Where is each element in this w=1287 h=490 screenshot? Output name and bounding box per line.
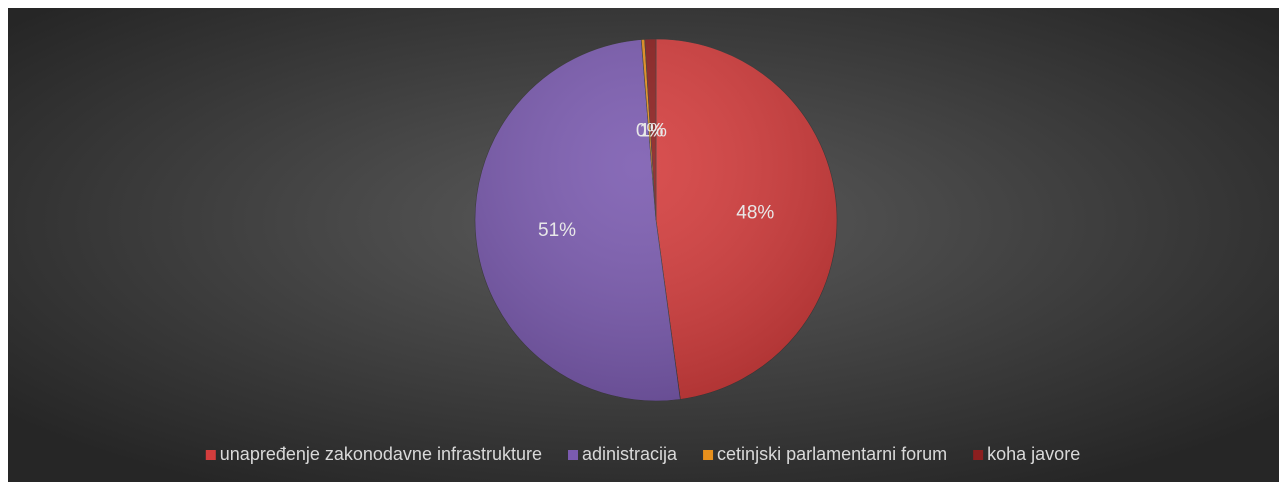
data-label: 48% xyxy=(736,202,774,223)
legend-label: adinistracija xyxy=(582,444,678,464)
legend-swatch xyxy=(205,450,216,460)
pie xyxy=(474,38,838,402)
legend-swatch xyxy=(703,450,714,460)
legend-label: unapređenje zakonodavne infrastrukture xyxy=(220,444,542,464)
legend-swatch xyxy=(568,450,579,460)
data-label: 0% xyxy=(636,121,664,142)
data-label: 51% xyxy=(538,220,576,241)
legend-label: cetinjski parlamentarni forum xyxy=(717,444,947,464)
data-labels: 48% 51% 0%1% xyxy=(538,120,774,240)
legend-swatch xyxy=(973,450,984,460)
legend: unapređenje zakonodavne infrastrukture ad… xyxy=(205,444,1080,464)
legend-label: koha javore xyxy=(987,444,1080,464)
data-label: 1% xyxy=(639,120,667,141)
